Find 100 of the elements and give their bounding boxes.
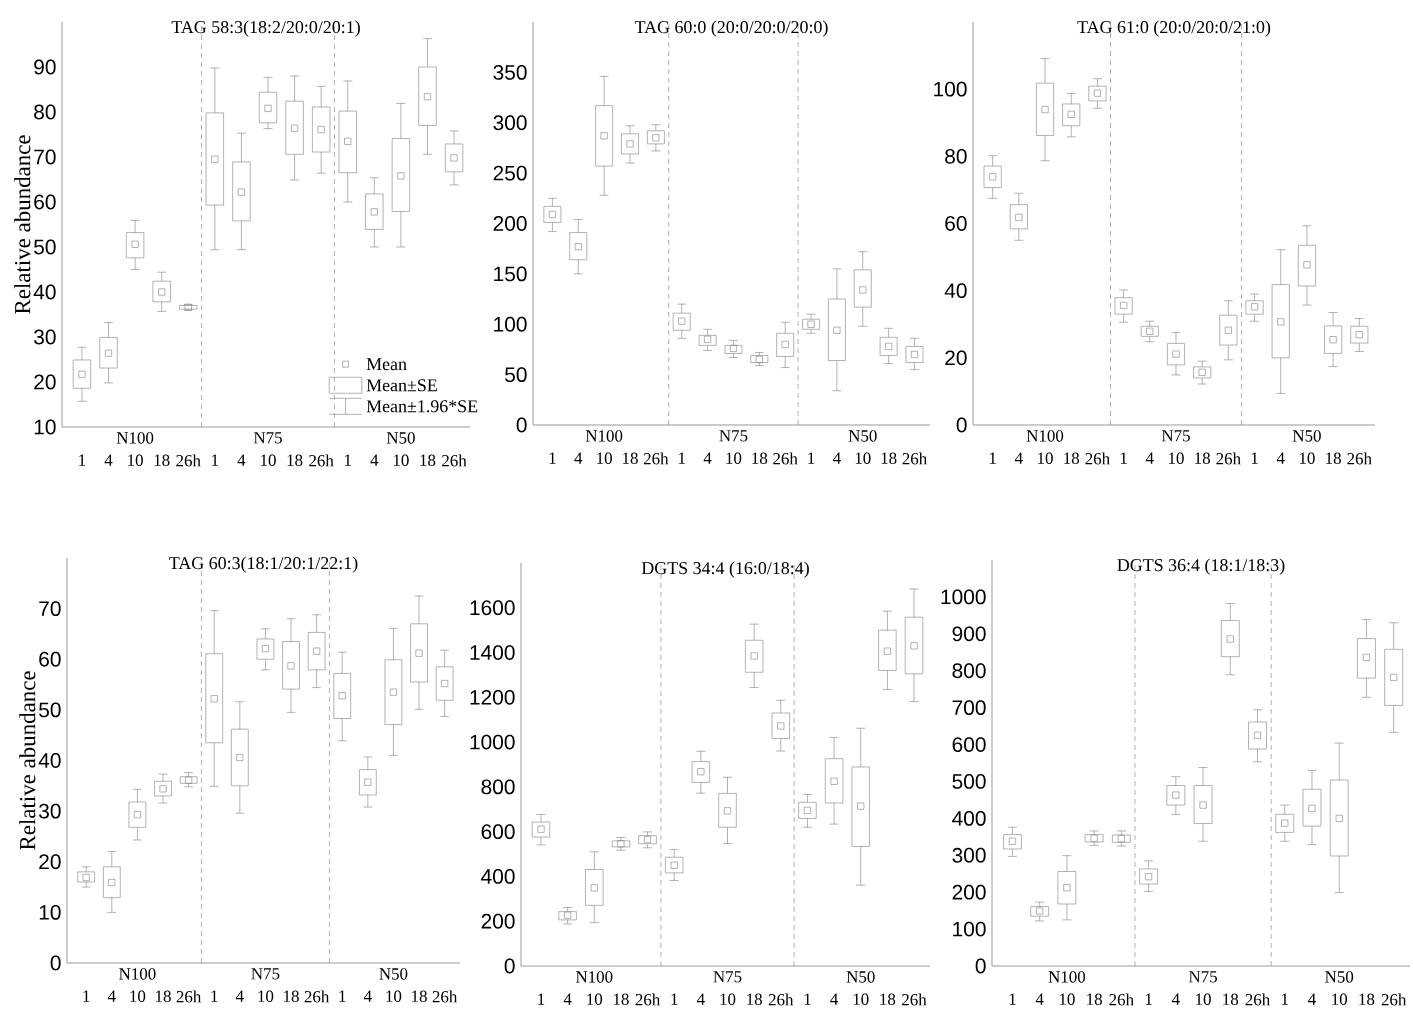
y-tick-label: 100: [953, 921, 986, 937]
x-tick-label: 1: [1145, 993, 1152, 1005]
x-tick-label: 18: [880, 993, 896, 1005]
text: N50: [379, 968, 408, 980]
y-tick-label: 1600: [470, 600, 515, 616]
text: N75: [1161, 430, 1190, 442]
chart-title: DGTS 36:4 (18:1/18:3): [1117, 558, 1285, 575]
x-tick-label: 1: [79, 454, 86, 466]
x-tick-label: 18: [613, 993, 629, 1005]
x-tick-label: 4: [1276, 452, 1285, 464]
x-tick-label: 4: [563, 993, 572, 1005]
x-tick-label: 26h: [176, 454, 201, 467]
y-tick-label: 150: [494, 266, 527, 282]
y-tick-label: 800: [952, 663, 986, 679]
x-tick-label: 1: [549, 452, 556, 464]
x-tick-label: 10: [1038, 452, 1053, 464]
x-tick-label: 26h: [176, 990, 202, 1003]
x-tick-label: 4: [830, 993, 839, 1005]
y-tick-label: 100: [494, 316, 527, 332]
y-tick-label: 80: [34, 104, 56, 120]
x-tick-label: 26h: [442, 454, 467, 467]
x-tick-label: 26h: [309, 454, 334, 467]
y-tick-label: 1400: [470, 645, 515, 660]
x-tick-label: 10: [597, 452, 612, 464]
annotation: Mean±1.96*SE: [366, 400, 478, 413]
text: N75: [251, 968, 280, 980]
x-tick-label: 4: [1035, 993, 1044, 1005]
x-tick-label: 10: [128, 454, 143, 466]
x-tick-label: 10: [130, 990, 146, 1002]
x-tick-label: 18: [1195, 452, 1210, 464]
x-tick-label: 4: [833, 452, 841, 464]
y-tick-label: 800: [481, 779, 515, 795]
y-tick-label: 70: [39, 601, 61, 617]
text: N50: [1292, 430, 1321, 442]
x-tick-label: 10: [386, 990, 402, 1002]
y-tick-label: 100: [934, 81, 967, 97]
x-tick-label: 10: [393, 454, 409, 466]
x-tick-label: 1: [344, 454, 351, 466]
x-tick-label: 1: [211, 990, 218, 1002]
y-tick-label: 20: [34, 374, 56, 390]
x-tick-label: 18: [1326, 452, 1341, 464]
y-tick-label: 60: [34, 194, 56, 210]
x-tick-label: 18: [412, 990, 427, 1002]
y-tick-label: 300: [952, 847, 986, 863]
x-tick-label: 26h: [1245, 993, 1271, 1006]
y-tick-label: 600: [481, 824, 515, 840]
x-tick-label: 26h: [635, 993, 661, 1006]
x-tick-label: 18: [1064, 452, 1080, 464]
x-tick-label: 26h: [1216, 452, 1241, 465]
y-tick-label: 30: [34, 329, 56, 345]
y-tick-label: 400: [481, 869, 515, 884]
text: N50: [386, 432, 415, 444]
y-tick-label: 20: [39, 854, 61, 870]
x-tick-label: 26h: [643, 452, 669, 465]
text: N75: [1188, 971, 1217, 983]
x-tick-label: 18: [881, 452, 897, 464]
text: N75: [719, 430, 748, 442]
x-tick-label: 1: [1120, 452, 1127, 464]
text: N100: [575, 971, 613, 983]
y-tick-label: 0: [956, 417, 967, 433]
x-tick-label: 26h: [1381, 993, 1407, 1006]
text: N75: [253, 432, 282, 444]
y-tick-label: 40: [33, 284, 56, 300]
text: N100: [119, 968, 156, 980]
x-tick-label: 18: [1223, 993, 1239, 1005]
y-tick-label: 200: [952, 884, 986, 900]
y-axis-title: Relative abundance: [19, 671, 36, 850]
x-tick-label: 18: [284, 990, 299, 1002]
y-tick-label: 40: [944, 283, 967, 299]
text: N50: [848, 430, 877, 442]
y-axis-title: Relative abundance: [14, 135, 31, 314]
y-tick-label: 50: [505, 367, 527, 383]
chart-title: TAG 58:3(18:2/20:0/20:1): [171, 20, 360, 37]
x-tick-label: 4: [1145, 452, 1154, 464]
text: N100: [116, 432, 154, 444]
x-tick-label: 10: [1059, 993, 1075, 1005]
chart-title: TAG 60:3(18:1/20:1/22:1): [169, 556, 358, 573]
x-tick-label: 10: [726, 452, 742, 464]
annotation: Mean: [366, 358, 407, 371]
y-tick-label: 30: [39, 803, 61, 819]
y-tick-label: 0: [975, 958, 986, 974]
x-tick-label: 10: [587, 993, 603, 1005]
y-tick-label: 500: [952, 774, 986, 789]
y-tick-label: 200: [481, 913, 515, 929]
y-tick-label: 250: [493, 165, 527, 181]
x-tick-label: 26h: [432, 990, 458, 1003]
x-tick-label: 4: [237, 454, 246, 466]
x-tick-label: 1: [1282, 993, 1288, 1005]
y-tick-label: 700: [952, 700, 986, 716]
x-tick-label: 1: [1251, 452, 1258, 464]
x-tick-label: 18: [623, 452, 638, 464]
x-tick-label: 1: [989, 452, 996, 464]
x-tick-label: 1: [212, 454, 219, 466]
x-tick-label: 26h: [1347, 452, 1372, 465]
x-tick-label: 1: [808, 452, 815, 464]
x-tick-label: 4: [696, 993, 705, 1005]
x-tick-label: 18: [1359, 993, 1375, 1005]
x-tick-label: 26h: [902, 452, 927, 465]
x-tick-label: 1: [339, 990, 346, 1002]
x-tick-label: 18: [420, 454, 436, 466]
